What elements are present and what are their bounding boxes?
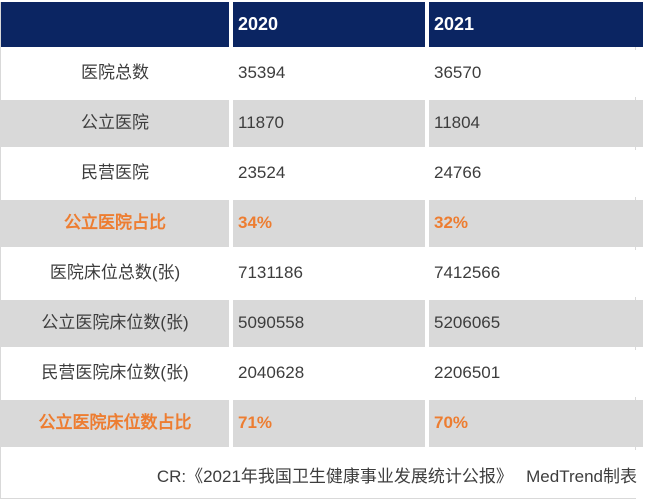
header-blank-cell	[1, 2, 229, 47]
cell-2021-public-hospital-share: 32%	[429, 200, 643, 247]
cell-2021-public-bed-share: 70%	[429, 400, 643, 447]
source-note: CR:《2021年我国卫生健康事业发展统计公报》 MedTrend制表	[1, 450, 643, 498]
cell-2020-hospital-total: 35394	[233, 50, 425, 97]
cell-2020-public-beds: 5090558	[233, 300, 425, 347]
cell-2020-private-hospitals: 23524	[233, 150, 425, 197]
column-header-2020: 2020	[233, 2, 425, 47]
row-label-public-beds: 公立医院床位数(张)	[1, 300, 229, 347]
row-label-total-beds: 医院床位总数(张)	[1, 250, 229, 297]
column-header-2021: 2021	[429, 2, 643, 47]
row-label-private-hospitals: 民营医院	[1, 150, 229, 197]
cell-2020-private-beds: 2040628	[233, 350, 425, 397]
cell-2020-public-hospitals: 11870	[233, 100, 425, 147]
cell-2021-hospital-total: 36570	[429, 50, 643, 97]
cell-2021-private-beds: 2206501	[429, 350, 643, 397]
row-label-private-beds: 民营医院床位数(张)	[1, 350, 229, 397]
row-label-public-bed-share: 公立医院床位数占比	[1, 400, 229, 447]
cell-2020-total-beds: 7131186	[233, 250, 425, 297]
cell-2020-public-hospital-share: 34%	[233, 200, 425, 247]
cell-2021-private-hospitals: 24766	[429, 150, 643, 197]
row-label-public-hospitals: 公立医院	[1, 100, 229, 147]
row-label-hospital-total: 医院总数	[1, 50, 229, 97]
row-label-public-hospital-share: 公立医院占比	[1, 200, 229, 247]
cell-2021-public-hospitals: 11804	[429, 100, 643, 147]
cell-2021-public-beds: 5206065	[429, 300, 643, 347]
cell-2021-total-beds: 7412566	[429, 250, 643, 297]
cell-2020-public-bed-share: 71%	[233, 400, 425, 447]
